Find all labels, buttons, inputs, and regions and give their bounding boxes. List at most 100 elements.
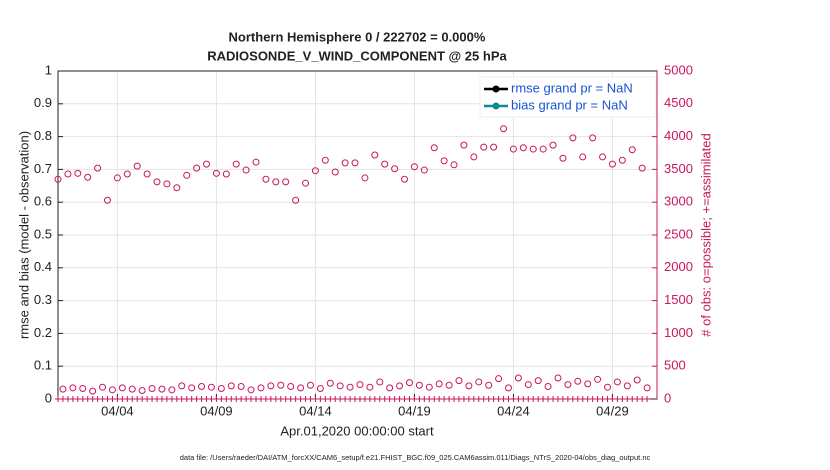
y-tick-label: 0.6	[34, 194, 52, 209]
circle-marker	[633, 376, 641, 384]
circle-marker	[460, 141, 468, 149]
legend-label: rmse grand pr = NaN	[511, 80, 633, 95]
circle-marker	[401, 175, 409, 183]
y2-axis-label: # of obs: o=possible; +=assimilated	[698, 133, 713, 336]
circle-marker	[113, 174, 121, 182]
circle-marker	[361, 174, 369, 182]
y2-tick-label: 0	[664, 390, 671, 405]
circle-marker	[504, 384, 512, 392]
circle-marker	[500, 125, 508, 133]
circle-marker	[173, 184, 181, 192]
circle-marker	[544, 383, 552, 391]
circle-marker	[277, 381, 285, 389]
circle-marker	[465, 382, 473, 390]
circle-marker	[366, 383, 374, 391]
circle-marker	[524, 381, 532, 389]
circle-marker	[104, 196, 112, 204]
circle-marker	[356, 381, 364, 389]
circle-marker	[594, 375, 602, 383]
circle-marker	[84, 173, 92, 181]
chart-title: Northern Hemisphere 0 / 222702 = 0.000%	[229, 29, 486, 44]
y-tick-label: 0.5	[34, 226, 52, 241]
circle-marker	[480, 143, 488, 151]
circle-marker	[272, 178, 280, 186]
y-tick-label: 0.7	[34, 161, 52, 176]
circle-marker	[405, 379, 413, 387]
x-tick-label: 04/24	[497, 403, 530, 418]
y2-tick-label: 3000	[664, 194, 693, 209]
circle-marker	[519, 144, 527, 152]
circle-marker	[153, 178, 161, 186]
y-tick-label: 1	[45, 62, 52, 77]
circle-marker	[495, 375, 503, 383]
circle-marker	[297, 384, 305, 392]
circle-marker	[574, 377, 582, 385]
circle-marker	[396, 382, 404, 390]
y-tick-label: 0	[45, 390, 52, 405]
circle-marker	[59, 385, 67, 393]
circle-marker	[302, 179, 310, 187]
circle-marker	[351, 159, 359, 167]
footnote: data file: /Users/raeder/DAI/ATM_forcXX/…	[180, 453, 651, 462]
circle-marker	[381, 160, 389, 168]
circle-marker	[336, 382, 344, 390]
circle-marker	[529, 145, 537, 153]
circle-marker	[435, 380, 443, 388]
y2-tick-label: 4500	[664, 95, 693, 110]
circle-marker	[222, 170, 230, 178]
circle-marker	[316, 385, 324, 393]
circle-marker	[490, 143, 498, 151]
circle-marker	[212, 169, 220, 177]
circle-marker	[232, 160, 240, 168]
circle-marker	[514, 374, 522, 382]
circle-marker	[287, 383, 295, 391]
chart-subtitle: RADIOSONDE_V_WIND_COMPONENT @ 25 hPa	[207, 48, 507, 63]
circle-marker	[118, 384, 126, 392]
circle-marker	[94, 164, 102, 172]
circle-marker	[138, 386, 146, 394]
y-tick-label: 0.1	[34, 358, 52, 373]
x-tick-label: 04/14	[299, 403, 332, 418]
y-tick-label: 0.4	[34, 259, 52, 274]
x-tick-label: 04/04	[101, 403, 134, 418]
circle-marker	[123, 170, 131, 178]
circle-marker	[475, 378, 483, 386]
legend-dot	[492, 85, 500, 93]
circle-marker	[252, 158, 260, 166]
circle-marker	[282, 178, 290, 186]
circle-marker	[168, 386, 176, 394]
circle-marker	[485, 381, 493, 389]
legend-label: bias grand pr = NaN	[511, 97, 628, 112]
circle-marker	[227, 382, 235, 390]
y2-tick-label: 500	[664, 358, 686, 373]
circle-marker	[589, 134, 597, 142]
circle-marker	[445, 381, 453, 389]
circle-marker	[311, 167, 319, 175]
circle-marker	[603, 383, 611, 391]
y2-tick-label: 2000	[664, 259, 693, 274]
circle-marker	[158, 385, 166, 393]
x-tick-label: 04/29	[596, 403, 629, 418]
circle-marker	[69, 384, 77, 392]
circle-marker	[321, 156, 329, 164]
circle-marker	[128, 385, 136, 393]
circle-marker	[425, 383, 433, 391]
circle-marker	[628, 146, 636, 154]
circle-marker	[54, 175, 62, 183]
y2-tick-label: 4000	[664, 128, 693, 143]
circle-marker	[242, 166, 250, 174]
circle-marker	[143, 170, 151, 178]
circle-marker	[534, 377, 542, 385]
circle-marker	[188, 384, 196, 392]
circle-marker	[613, 378, 621, 386]
circle-marker	[207, 383, 215, 391]
circle-marker	[178, 382, 186, 390]
circle-marker	[554, 374, 562, 382]
circle-marker	[163, 180, 171, 188]
circle-marker	[549, 141, 557, 149]
circle-marker	[391, 165, 399, 173]
circle-marker	[559, 154, 567, 162]
circle-marker	[247, 386, 255, 394]
circle-marker	[569, 134, 577, 142]
